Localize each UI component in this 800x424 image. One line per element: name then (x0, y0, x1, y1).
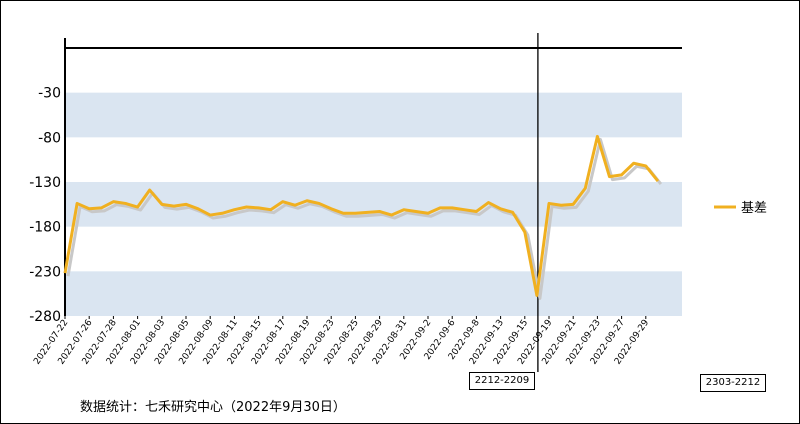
y-axis-ticks: -30 -80 -130 -180 -230 -280 (29, 86, 61, 325)
y-tick-label: -80 (38, 130, 61, 146)
series-layer (63, 134, 663, 300)
annotation-2303-2212: 2303-2212 (700, 374, 766, 392)
y-tick-label: -230 (29, 264, 61, 280)
series-shadow (66, 137, 663, 300)
y-tick-label: -30 (38, 86, 61, 102)
annotation-2212-2209: 2212-2209 (469, 372, 535, 390)
grid-bands (65, 92, 682, 316)
grid-band (65, 92, 682, 138)
x-axis-ticks: 2022-07-222022-07-262022-07-282022-08-01… (32, 316, 651, 367)
grid-band (65, 271, 682, 316)
y-tick-label: -280 (29, 309, 61, 325)
series-line-basis (63, 134, 660, 297)
source-note: 数据统计：七禾研究中心（2022年9月30日） (80, 400, 346, 415)
legend-label: 基差 (741, 201, 767, 216)
y-tick-label: -130 (29, 175, 61, 191)
y-tick-label: -180 (29, 220, 61, 236)
legend: 基差 (714, 201, 767, 216)
